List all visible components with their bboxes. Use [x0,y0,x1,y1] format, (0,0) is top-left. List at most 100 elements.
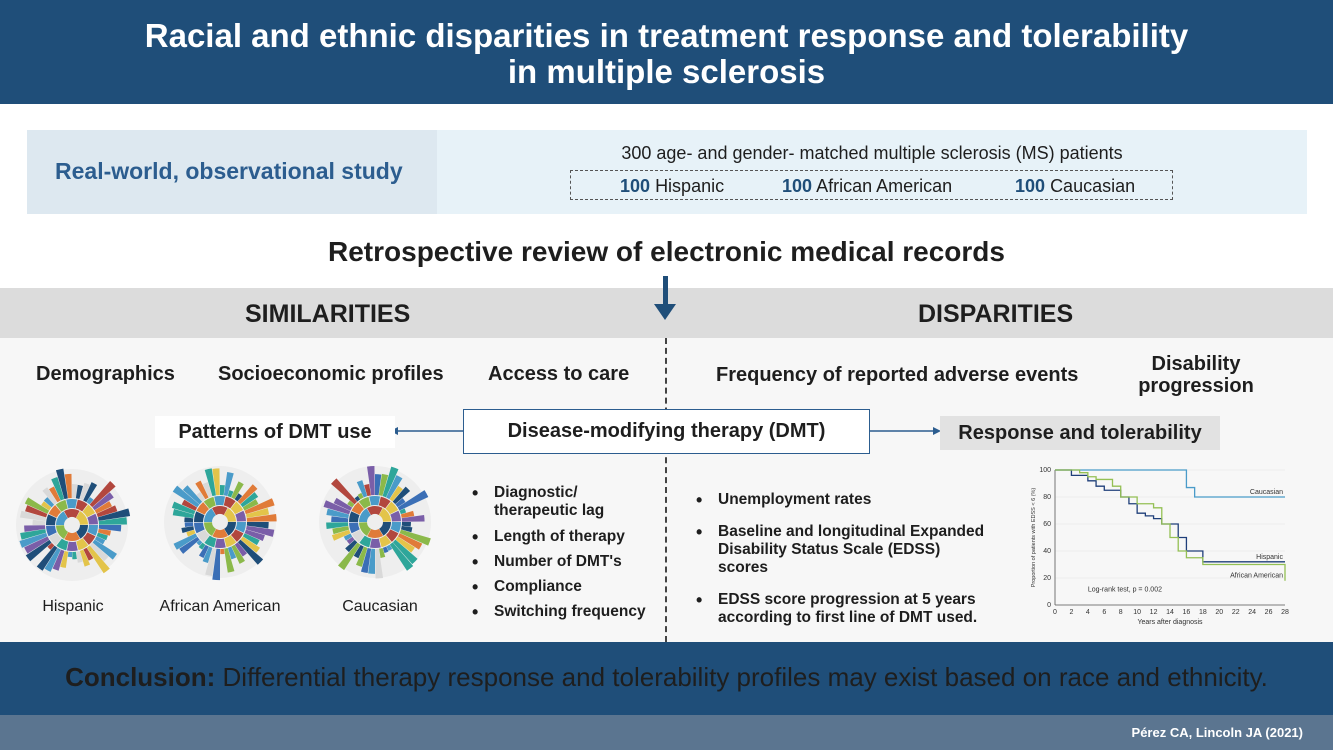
sunburst-inner-segment [64,531,80,541]
sunburst-outer-spike [231,481,244,500]
sunburst-outer-spike [354,495,361,502]
sunburst-outer-spike [397,490,429,511]
km-y-tick: 80 [1043,494,1051,501]
bullet-item: Diagnostic/ therapeutic lag [470,484,655,520]
sunburst-outer-spike [72,551,77,560]
sunburst-outer-spike [181,499,198,511]
study-type-panel [27,130,437,214]
sunburst-outer-spike [244,498,275,515]
bullet-item: EDSS score progression at 5 years accord… [694,591,994,627]
review-heading: Retrospective review of electronic medic… [328,236,1005,267]
sunburst-outer-spike [346,536,355,545]
sunburst-outer-spike [171,501,196,515]
sunburst-outer-spike [202,546,213,564]
sunburst-outer-spike [375,548,384,579]
sunburst-inner-segment [212,528,228,538]
sunburst-outer-spike [196,539,203,546]
sunburst-mid-segment [224,535,237,548]
sunburst-outer-spike [242,533,260,546]
patterns-of-dmt-use: Patterns of DMT use [155,416,395,448]
sunburst-outer-spike [83,482,98,503]
sunburst-inner-segment [359,508,371,522]
sunburst-outer-spike [326,522,349,529]
sunburst-outer-spike [401,522,411,527]
sunburst-outer-spike [24,525,46,532]
sunburst-outer-spike [356,546,368,567]
sunburst-mid-segment [46,514,57,525]
sunburst-outer-spike [83,547,94,561]
sunburst-outer-spike [19,532,48,548]
sunburst-outer-spike [389,485,403,502]
down-arrow-icon [663,276,668,306]
km-series-line [1055,469,1286,581]
topic-socioeconomic: Socioeconomic profiles [218,363,444,385]
groups-box [570,170,1173,200]
sunburst-mid-segment [230,529,244,542]
sunburst-outer-spike [75,484,84,500]
km-x-tick: 0 [1053,609,1057,616]
sunburst-outer-spike [79,549,91,567]
sunburst-outer-spike [333,497,353,511]
sunburst-inner-segment [224,522,236,536]
sunburst-outer-spike [195,480,209,500]
sunburst-outer-spike [382,546,389,554]
sunburst-charts [16,466,431,581]
sunburst-inner-segment [224,508,236,522]
sunburst-mid-segment [82,532,96,545]
sunburst-outer-spike [331,516,349,522]
sunburst-outer-spike [60,550,69,568]
disparities-bullets: Unemployment rates Baseline and longitud… [694,491,994,627]
sunburst-inner-segment [56,525,68,539]
sunburst-outer-spike [397,533,423,550]
sunburst-mid-segment [379,535,392,548]
conclusion-text: Conclusion: Differential therapy respons… [65,662,1268,692]
sunburst-outer-spike [202,482,213,498]
sunburst-outer-spike [332,526,350,535]
km-x-tick: 4 [1086,609,1090,616]
sunburst-outer-spike [343,533,353,541]
sunburst-outer-spike [223,471,234,497]
sunburst-outer-spike [51,477,65,501]
sunburst-outer-spike [44,547,61,572]
sunburst-outer-spike [98,525,122,532]
sunburst-mid-segment [385,501,399,515]
sunburst-outer-spike [25,505,48,518]
sunburst-mid-segment [48,505,62,518]
sunburst-outer-spike [36,545,58,571]
km-series-label: Caucasian [1250,489,1283,496]
km-x-tick: 2 [1069,609,1073,616]
sunburst-outer-spike [49,486,61,503]
sunburst-outer-spike [378,473,389,497]
sunburst-inner-segment [379,508,391,522]
km-x-tick: 16 [1183,609,1191,616]
sunburst-inner-segment [204,508,216,522]
sunburst-mid-segment [76,538,89,551]
sunburst-outer-spike [220,548,225,555]
sunburst-outer-spike [92,539,117,560]
sunburst-outer-spike [41,501,52,511]
sunburst-outer-spike [94,501,113,514]
sunburst-outer-spike [375,474,382,496]
similarities-heading: SIMILARITIES [245,300,411,328]
sunburst-outer-spike [20,529,47,540]
topic-access-to-care: Access to care [488,363,630,385]
sunburst-outer-spike [172,485,200,508]
center-divider [665,338,667,642]
sunburst-outer-spike [98,517,127,525]
sunburst-outer-spike [245,525,275,537]
response-tolerability-box: Response and tolerability [940,416,1220,450]
sunburst-outer-spike [392,539,418,565]
page-title-line2: in multiple sclerosis [507,53,826,90]
sunburst-outer-spike [42,487,58,505]
sunburst-mid-segment [196,529,210,543]
km-series-label: African American [1230,573,1283,580]
km-x-tick: 22 [1232,609,1240,616]
sunburst-outer-spike [67,551,72,558]
sunburst-mid-segment [351,502,365,515]
sunburst-inner-segment [76,525,88,539]
sunburst-mid-segment [87,513,98,525]
sunburst-outer-spike [86,545,110,574]
sunburst-outer-spike [204,468,216,497]
sunburst-outer-spike [92,492,114,511]
